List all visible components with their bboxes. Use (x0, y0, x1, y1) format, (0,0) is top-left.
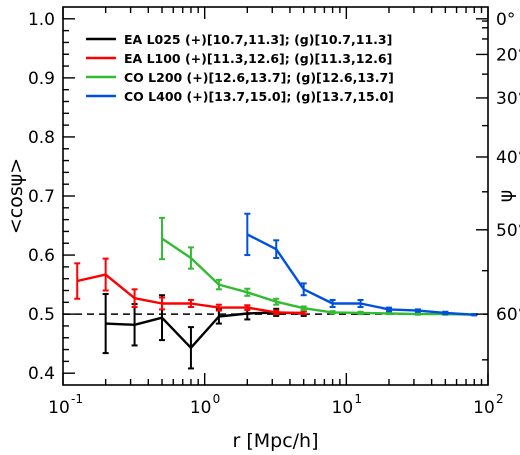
y2-tick-label: 20° (496, 45, 520, 65)
legend-label-2: CO L200 (+)[12.6,13.7]; (g)[12.6,13.7] (124, 70, 394, 85)
y2-tick-label: 50° (496, 221, 520, 241)
y-tick-label: 0.4 (28, 364, 55, 384)
y-tick-label: 0.5 (28, 305, 55, 325)
x-tick-exponent: 0 (213, 392, 221, 406)
legend-label-3: CO L400 (+)[13.7,15.0]; (g)[13.7,15.0] (124, 89, 394, 104)
y-axis-label: <cosψ> (5, 158, 27, 234)
x-tick-exponent: 2 (496, 392, 504, 406)
x-tick-label: 10 (190, 398, 212, 418)
y-tick-label: 0.7 (28, 187, 55, 207)
y-tick-label: 0.9 (28, 69, 55, 89)
x-tick-label: 10 (48, 398, 70, 418)
y2-tick-label: 60° (496, 305, 520, 325)
x-tick-exponent: -1 (71, 392, 83, 406)
y2-tick-label: 0° (496, 10, 515, 30)
y2-tick-label: 30° (496, 89, 520, 109)
y-tick-label: 0.8 (28, 128, 55, 148)
x-tick-exponent: 1 (354, 392, 362, 406)
y-tick-label: 0.6 (28, 246, 55, 266)
series-line-2 (161, 237, 475, 316)
y2-axis-label: ψ (495, 190, 517, 203)
y-tick-label: 1.0 (28, 10, 55, 30)
y2-tick-label: 40° (496, 148, 520, 168)
legend-label-1: EA L100 (+)[11.3,12.6]; (g)[11.3,12.6] (124, 51, 392, 66)
x-tick-label: 10 (473, 398, 495, 418)
x-tick-label: 10 (332, 398, 354, 418)
x-axis-label: r [Mpc/h] (232, 430, 318, 452)
legend-label-0: EA L025 (+)[10.7,11.3]; (g)[10.7,11.3] (124, 32, 392, 47)
